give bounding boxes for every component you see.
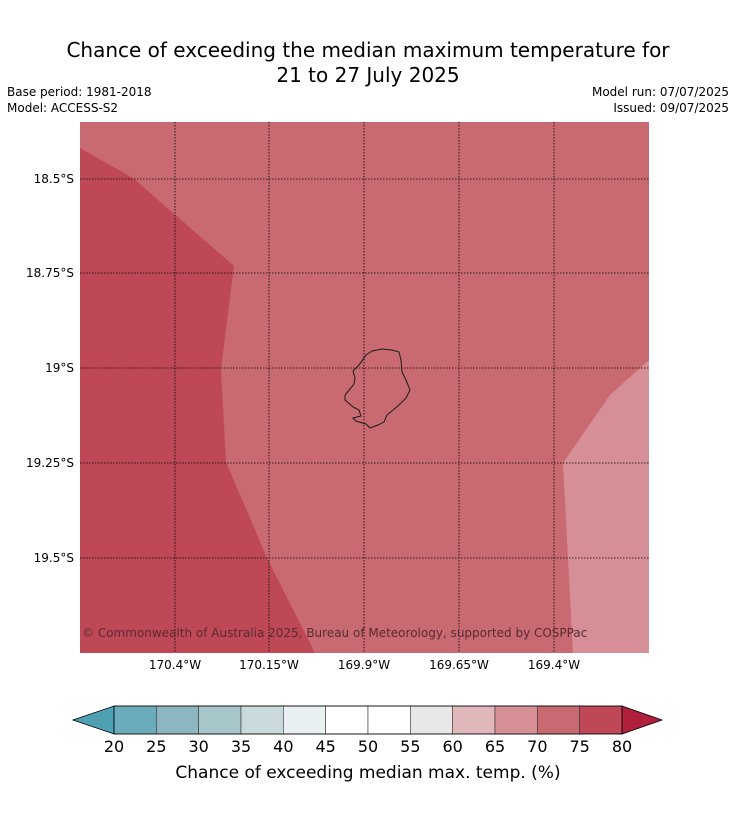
colorbar-segment [198, 705, 242, 735]
issued-date: Issued: 09/07/2025 [613, 101, 729, 115]
colorbar-tick-label: 40 [273, 737, 293, 756]
colorbar-tick-label: 25 [146, 737, 166, 756]
zone-65-70 [563, 360, 649, 653]
colorbar-segment [452, 705, 496, 735]
zone-75-80 [80, 148, 315, 653]
colorbar-segment [537, 705, 580, 735]
colorbar-segment [367, 705, 411, 735]
colorbar-tick-label: 20 [104, 737, 124, 756]
colorbar-segment [156, 705, 199, 735]
longitude-labels: 170.4°W 170.15°W 169.9°W 169.65°W 169.4°… [149, 658, 580, 672]
model-run: Model run: 07/07/2025 [591, 85, 729, 99]
colorbar-segment [240, 705, 284, 735]
colorbar-segments [113, 705, 623, 735]
lon-tick-label: 169.9°W [338, 658, 390, 672]
graticule [80, 122, 649, 653]
lat-tick-label: 18.5°S [34, 172, 74, 186]
title-line-1: Chance of exceeding the median maximum t… [66, 38, 670, 62]
colorbar-tick-labels: 20 25 30 35 40 45 50 55 60 65 70 75 80 [104, 737, 632, 756]
colorbar-tick-label: 30 [188, 737, 208, 756]
colorbar-tick-label: 50 [358, 737, 378, 756]
colorbar-tick-label: 75 [569, 737, 589, 756]
colorbar-tick-label: 70 [527, 737, 547, 756]
lat-tick-label: 19°S [45, 361, 74, 375]
colorbar-tick-label: 45 [315, 737, 335, 756]
colorbar-tick-label: 35 [231, 737, 251, 756]
colorbar-over-arrow [621, 705, 664, 735]
base-period: Base period: 1981-2018 [7, 85, 152, 99]
colorbar-under-arrow [71, 705, 115, 735]
island-coastline [344, 348, 411, 429]
lon-tick-label: 170.15°W [239, 658, 299, 672]
meta-left: Base period: 1981-2018 Model: ACCESS-S2 [7, 84, 152, 116]
lat-tick-label: 18.75°S [26, 266, 74, 280]
lat-tick-label: 19.25°S [26, 456, 74, 470]
colorbar-segment [325, 705, 369, 735]
colorbar-tick-label: 60 [442, 737, 462, 756]
meta-right: Model run: 07/07/2025 Issued: 09/07/2025 [592, 84, 729, 116]
colorbar-segment [113, 705, 157, 735]
title-line-2: 21 to 27 July 2025 [276, 63, 460, 87]
colorbar: 20 25 30 35 40 45 50 55 60 65 70 75 80 Chance of exc… [71, 705, 664, 783]
colorbar-segment [410, 705, 453, 735]
map-area: © Commonwealth of Australia 2025, Bureau… [80, 122, 649, 653]
colorbar-frame [113, 705, 623, 735]
colorbar-tick-label: 55 [400, 737, 420, 756]
model-name: Model: ACCESS-S2 [7, 101, 119, 115]
lat-tick-label: 19.5°S [34, 551, 74, 565]
colorbar-label: Chance of exceeding median max. temp. (%… [175, 763, 560, 783]
colorbar-segment [283, 705, 326, 735]
colorbar-tick-label: 80 [612, 737, 632, 756]
copyright-notice: © Commonwealth of Australia 2025, Bureau… [82, 626, 587, 640]
colorbar-segment [579, 705, 623, 735]
lon-tick-label: 169.65°W [429, 658, 489, 672]
lon-tick-label: 170.4°W [149, 658, 201, 672]
lon-tick-label: 169.4°W [528, 658, 580, 672]
colorbar-segment [494, 705, 538, 735]
colorbar-tick-label: 65 [485, 737, 505, 756]
latitude-labels: 18.5°S 18.75°S 19°S 19.25°S 19.5°S [26, 172, 74, 565]
chart-title: Chance of exceeding the median maximum t… [0, 38, 736, 88]
